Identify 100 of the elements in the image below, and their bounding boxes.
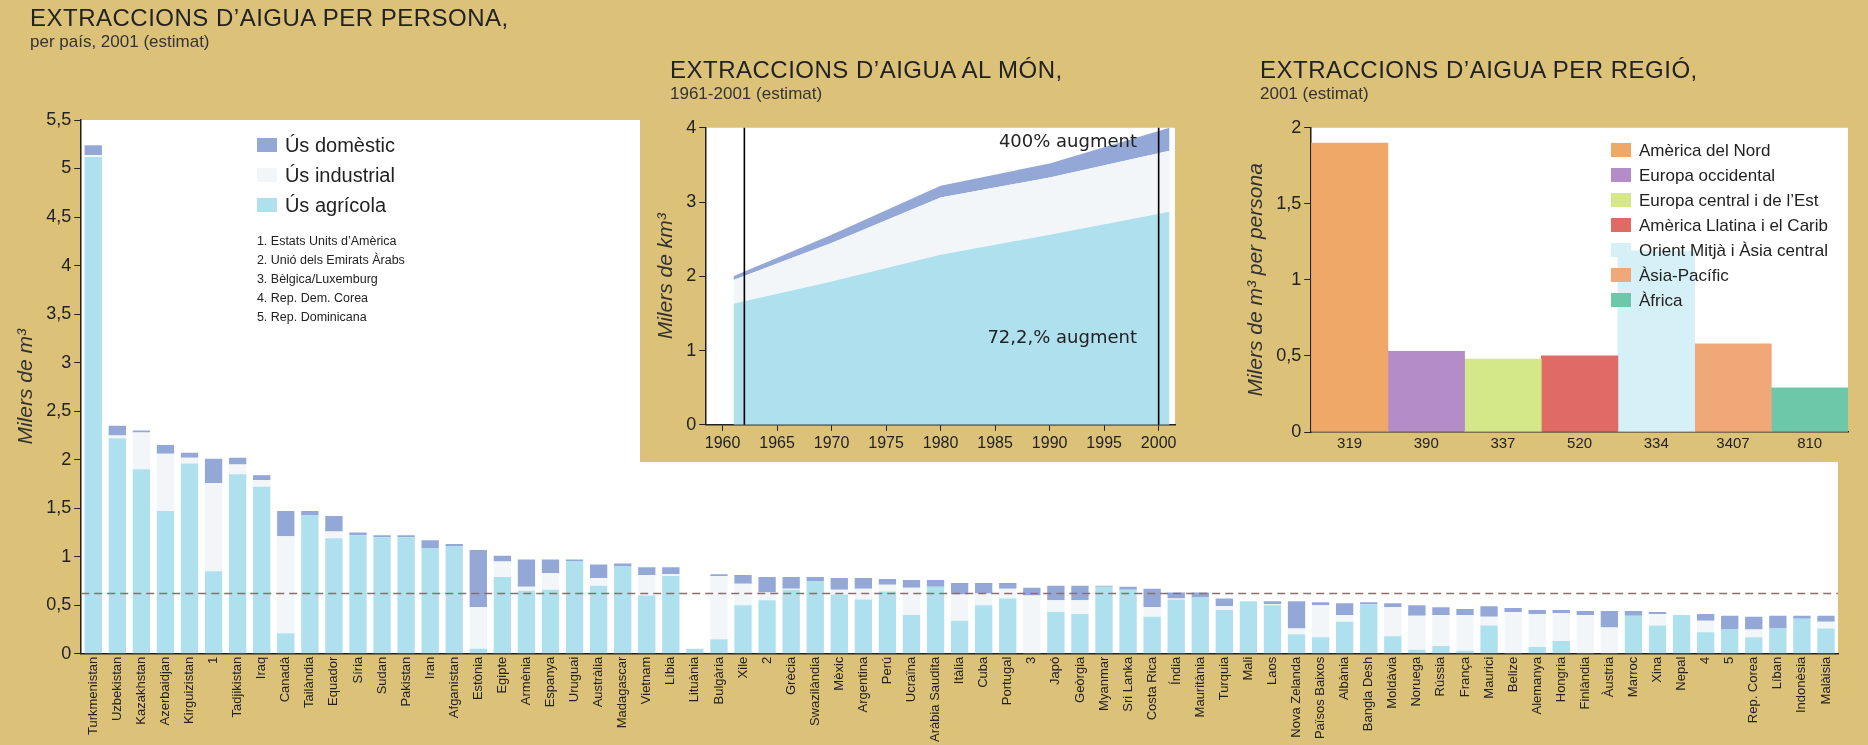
y-tick-label: 2: [1291, 116, 1302, 137]
x-tick-label: Síria: [349, 655, 365, 684]
chart-subtitle: per país, 2001 (estimat): [30, 32, 211, 52]
x-tick-label: Argentina: [854, 655, 870, 713]
x-tick-label: Alemanya: [1528, 655, 1544, 715]
x-tick-label: Xina: [1649, 655, 1665, 683]
x-tick-label: Finlàndia: [1576, 655, 1592, 710]
x-tick-label: 1: [205, 656, 221, 664]
legend-label: Europa central i de l’Est: [1639, 189, 1819, 212]
x-tick-label: 2000: [1140, 433, 1177, 451]
annotation: 400% augment: [998, 129, 1137, 151]
y-tick-label: 0,5: [46, 594, 72, 615]
x-tick-label: Albània: [1336, 655, 1352, 701]
y-tick-label: 1: [686, 339, 697, 360]
x-tick-label: 1965: [759, 433, 795, 451]
x-tick-label: Índia: [1167, 655, 1183, 685]
x-tick-label: Líbia: [662, 655, 678, 685]
x-tick-label: 810: [1797, 434, 1823, 452]
y-tick-label: 3: [686, 191, 697, 212]
x-tick-label: 1975: [868, 433, 904, 451]
x-tick-label: 5: [1721, 656, 1737, 664]
x-tick-label: 1970: [813, 433, 850, 451]
x-tick-label: 334: [1643, 434, 1669, 452]
chart-subtitle: 1961-2001 (estimat): [670, 84, 824, 104]
x-tick-label: Països Baixos: [1312, 656, 1328, 740]
x-tick-label: Mèxic: [830, 656, 846, 691]
x-tick-label: 2: [758, 656, 774, 664]
x-tick-label: Hongria: [1552, 655, 1568, 703]
x-tick-label: Madagascar: [614, 656, 630, 729]
x-tick-label: Armènia: [518, 655, 534, 706]
y-tick-label: 4: [686, 116, 697, 137]
x-tick-label: Grècia: [782, 655, 798, 696]
y-tick-label: 0: [61, 642, 72, 663]
x-tick-label: Vietnam: [638, 656, 654, 705]
x-tick-label: Myanmar: [1095, 656, 1111, 711]
y-tick-label: 0: [1291, 420, 1302, 441]
chart-title: EXTRACCIONS D’AIGUA AL MÓN,: [670, 56, 1063, 84]
x-tick-label: Mali: [1239, 656, 1255, 681]
y-tick-label: 5: [61, 157, 72, 178]
legend-label: Amèrica del Nord: [1639, 139, 1771, 162]
x-tick-label: 1990: [1031, 433, 1068, 451]
x-tick-label: Nova Zelanda: [1288, 655, 1304, 738]
x-tick-label: 1985: [977, 433, 1014, 451]
x-tick-label: Tailàndia: [301, 655, 317, 709]
legend-label: Amèrica Llatina i el Carib: [1639, 214, 1828, 237]
y-axis-title: Milers de km³: [653, 212, 677, 340]
x-tick-label: Kazakhstan: [132, 656, 148, 725]
x-tick-label: Kirguizistan: [181, 656, 197, 724]
annotation: 3. Bèlgica/Luxemburg: [256, 271, 379, 288]
x-tick-label: Geòrgia: [1071, 655, 1087, 703]
x-tick-label: Turkmenistan: [84, 656, 100, 735]
y-tick-label: 1,5: [1276, 192, 1302, 213]
x-tick-label: Moldàvia: [1384, 655, 1400, 709]
x-tick-label: Nepal: [1673, 656, 1689, 691]
x-tick-label: Azerbaidjan: [157, 656, 173, 726]
x-tick-label: Japó: [1047, 656, 1063, 685]
annotation: 1. Estats Units d’Amèrica: [256, 233, 398, 250]
annotation: 2. Unió dels Emirats Àrabs: [256, 251, 405, 269]
x-tick-label: Sudan: [373, 656, 389, 695]
x-tick-label: Malàisia: [1817, 655, 1833, 705]
legend-label: Àfrica: [1639, 289, 1683, 312]
x-tick-label: 337: [1490, 434, 1516, 452]
x-tick-label: Maurici: [1480, 656, 1496, 699]
x-tick-label: Rússia: [1432, 655, 1448, 697]
x-tick-label: Turquia: [1215, 655, 1231, 701]
x-tick-label: 3: [1023, 656, 1039, 664]
x-tick-label: Líban: [1769, 656, 1785, 690]
x-tick-label: Rep. Corea: [1745, 655, 1761, 724]
x-tick-label: Laos: [1264, 656, 1280, 685]
x-tick-label: 319: [1337, 434, 1363, 452]
legend-label: Ús industrial: [284, 163, 395, 188]
x-tick-label: Noruega: [1408, 655, 1424, 707]
y-tick-label: 4: [61, 254, 72, 275]
chart-title: EXTRACCIONS D’AIGUA PER PERSONA,: [30, 4, 509, 32]
x-tick-label: 1980: [922, 433, 959, 451]
x-tick-label: Pakistan: [397, 656, 413, 707]
y-tick-label: 5,5: [46, 108, 72, 129]
x-tick-label: 390: [1413, 434, 1439, 452]
annotation: 5. Rep. Dominicana: [256, 309, 368, 326]
x-tick-label: Austràlia: [590, 655, 606, 708]
x-tick-label: Swazilàndia: [806, 655, 822, 727]
legend-label: Ús domèstic: [284, 133, 395, 158]
x-tick-label: 3407: [1716, 434, 1750, 452]
annotation: 4. Rep. Dem. Corea: [256, 290, 370, 307]
x-tick-label: Bangla Desh: [1360, 656, 1376, 732]
x-tick-label: Afganistan: [445, 656, 461, 719]
y-tick-label: 1: [61, 545, 72, 566]
y-axis-title: Milers de m³: [13, 328, 37, 445]
x-tick-label: Tadjikistan: [229, 656, 245, 718]
legend-label: Orient Mitjà i Àsia central: [1639, 239, 1828, 262]
x-tick-label: Xile: [734, 656, 750, 679]
x-tick-label: Indonèsia: [1793, 655, 1809, 714]
x-tick-label: 520: [1567, 434, 1593, 452]
y-axis-title: Milers de m³ per persona: [1243, 163, 1267, 397]
x-tick-label: Uzbekistan: [108, 656, 124, 722]
x-tick-label: Estònia: [469, 655, 485, 701]
x-tick-label: Iran: [421, 656, 437, 680]
x-tick-label: Equador: [325, 656, 341, 706]
x-tick-label: Ucraïna: [903, 655, 919, 703]
y-tick-label: 4,5: [46, 206, 72, 227]
